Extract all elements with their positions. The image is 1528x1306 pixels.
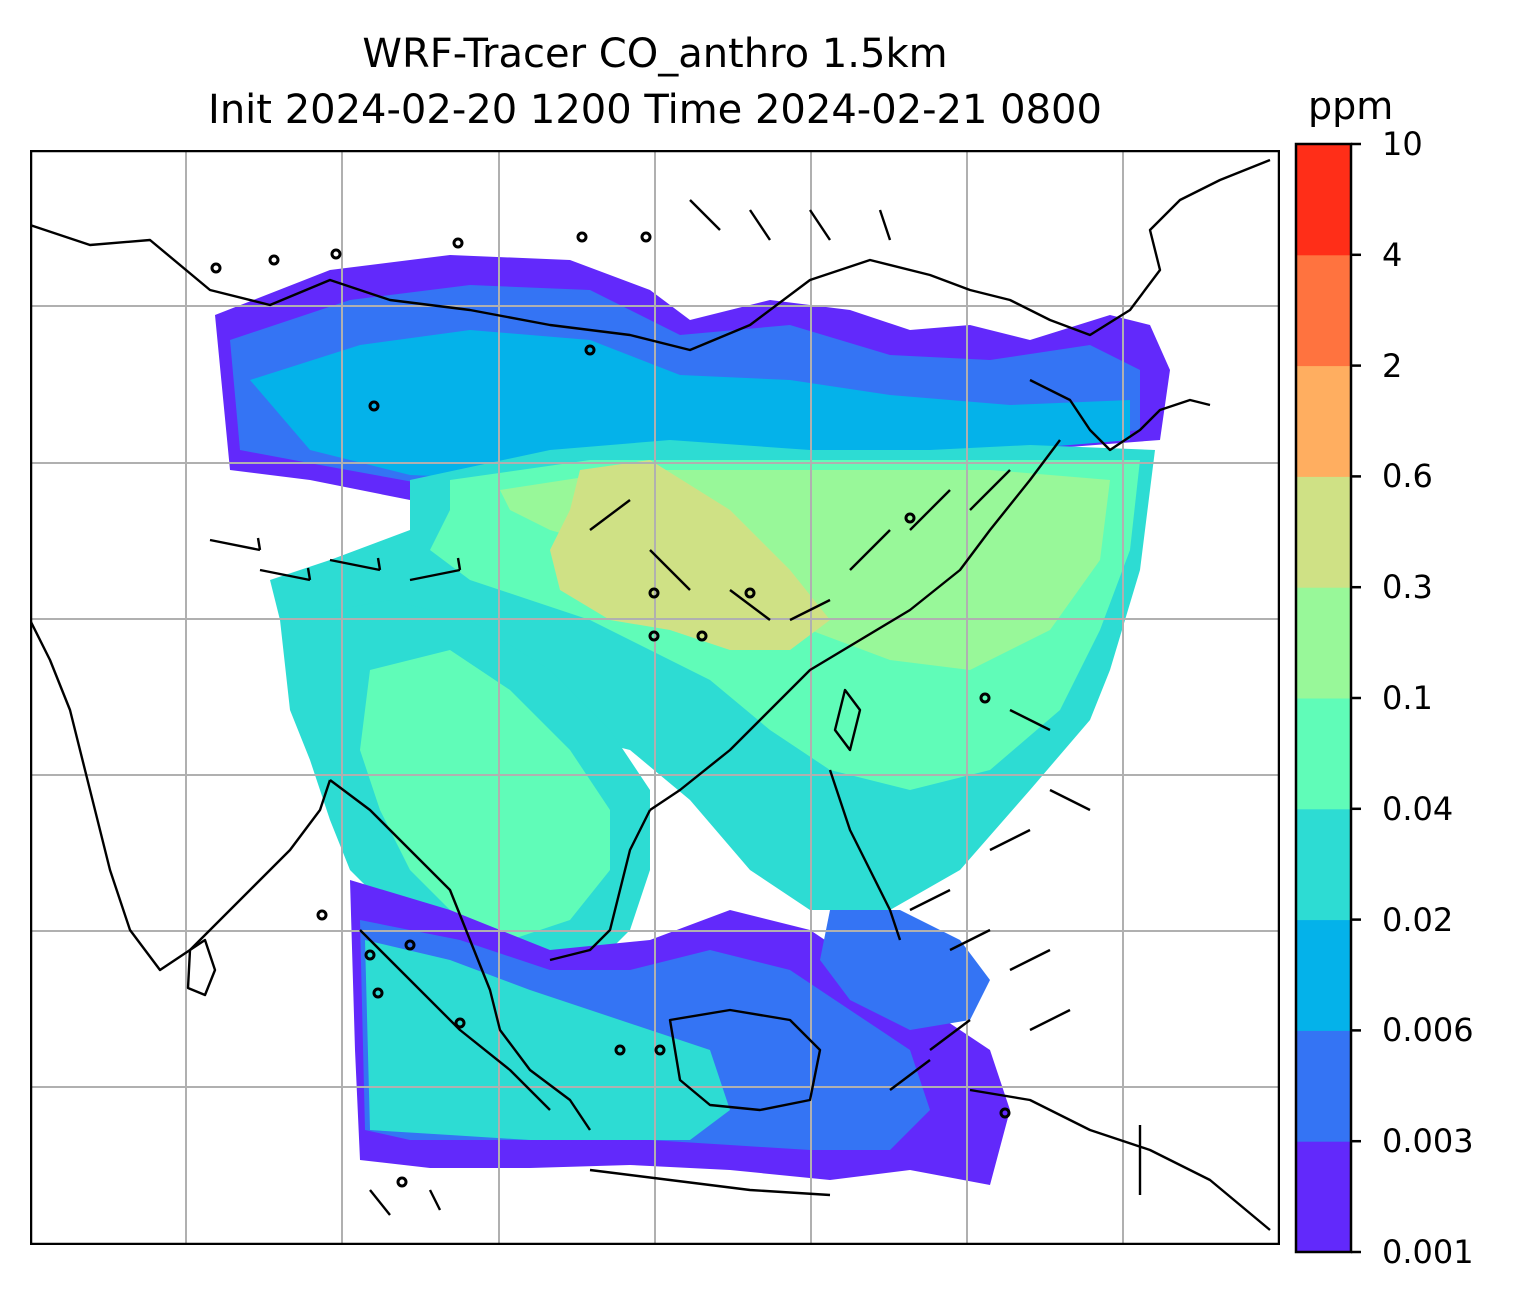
colorbar-tick-label: 2 <box>1382 346 1403 385</box>
java <box>589 1168 831 1197</box>
chart-title-line2: Init 2024-02-20 1200 Time 2024-02-21 080… <box>208 87 1102 133</box>
calm-markers <box>210 231 1011 1188</box>
korea-japan <box>1029 378 1211 452</box>
colorbar-band <box>1296 254 1351 367</box>
colorbar-tick-label: 0.1 <box>1382 679 1433 717</box>
map-panel <box>30 150 1280 1245</box>
new-guinea <box>969 1088 1271 1231</box>
colorbar-band <box>1296 1141 1351 1253</box>
colorbar-band <box>1296 698 1351 810</box>
colorbar-tick-label: 10 <box>1382 125 1423 163</box>
north-border <box>30 158 1271 352</box>
chart-title-line1: WRF-Tracer CO_anthro 1.5km <box>362 31 948 77</box>
field-north-core <box>250 330 1130 480</box>
indochina-coast <box>329 779 591 1131</box>
colorbar-tick-label: 0.001 <box>1382 1233 1474 1271</box>
colorbar-band <box>1296 365 1351 477</box>
wind-barbs <box>209 199 1091 1216</box>
sumatra <box>359 929 551 1111</box>
vietnam-coast <box>549 809 652 962</box>
colorbar-tick-label: 0.003 <box>1382 1122 1474 1161</box>
tracer-field <box>215 255 1170 1185</box>
field-indochina-core <box>360 650 610 940</box>
india-coast <box>30 619 332 972</box>
colorbar-tick-label: 0.3 <box>1382 568 1433 607</box>
colorbar-unit: ppm <box>1308 84 1394 128</box>
colorbar-tick-label: 0.02 <box>1382 900 1454 939</box>
colorbar-band <box>1296 587 1351 699</box>
coastlines <box>30 158 1271 1231</box>
colorbar-band <box>1296 808 1351 921</box>
map-border <box>30 150 1280 1245</box>
colorbar <box>1294 142 1361 1254</box>
colorbar-tick-label: 4 <box>1382 235 1403 274</box>
colorbar-tick-label: 0.6 <box>1382 457 1433 496</box>
colorbar-tick-label: 0.006 <box>1382 1011 1474 1050</box>
philippines <box>828 769 902 941</box>
taiwan <box>833 688 862 752</box>
colorbar-tick-label: 0.04 <box>1382 789 1454 828</box>
colorbar-band <box>1296 144 1351 256</box>
borneo <box>668 1008 822 1112</box>
china-coast <box>649 439 1061 811</box>
colorbar-band <box>1296 1030 1351 1142</box>
colorbar-band <box>1296 476 1351 588</box>
sri-lanka <box>186 938 217 997</box>
colorbar-band <box>1296 919 1351 1031</box>
field-sulawesi <box>820 910 990 1030</box>
field-south-core <box>365 940 730 1140</box>
